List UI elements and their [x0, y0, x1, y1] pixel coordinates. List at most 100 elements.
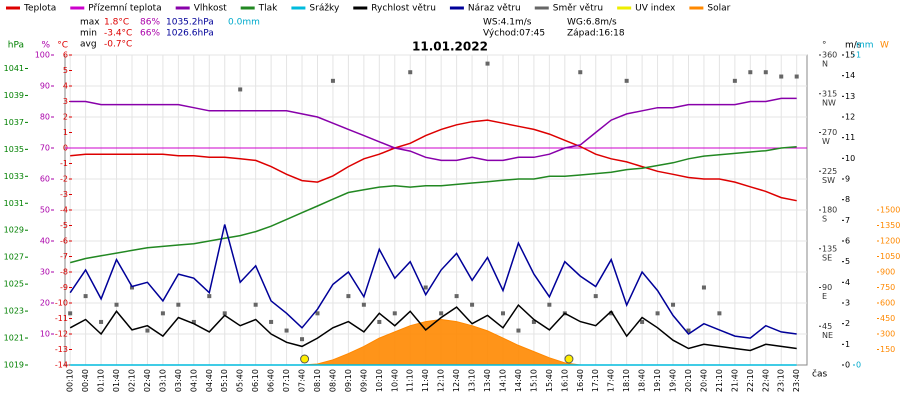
sun-time: 07:45 [519, 29, 545, 39]
x-tick-label: 08:40 [328, 369, 337, 392]
sun-label: Západ: [567, 29, 599, 39]
direction-point [547, 302, 552, 307]
y-tick-label: 60 [40, 175, 50, 184]
y-tick-label: 6 [845, 237, 850, 246]
x-tick-label: 13:10 [468, 369, 477, 392]
wind-stat: WS:4.1m/s [483, 18, 532, 28]
y-tick-label: -11 [55, 314, 68, 323]
y-tick-label: 1 [856, 51, 861, 60]
direction-point [717, 311, 722, 316]
x-tick-label: 20:10 [684, 369, 693, 392]
x-tick-label: 01:40 [112, 369, 121, 392]
direction-point [99, 319, 104, 324]
direction-point [763, 70, 768, 75]
chart-title: 11.01.2022 [412, 40, 488, 54]
compass-label: NW [822, 98, 836, 107]
direction-point [748, 70, 753, 75]
x-tick-label: 11:10 [406, 369, 415, 392]
sun-marker [300, 354, 310, 364]
direction-point [392, 311, 397, 316]
y-tick-label: 1350 [880, 221, 900, 230]
y-tick-label: 50 [40, 206, 50, 215]
x-tick-label: 09:10 [344, 369, 353, 392]
direction-point [779, 74, 784, 79]
y-tick-label: 1 [63, 128, 68, 137]
direction-point [377, 319, 382, 324]
y-tick-label: 40 [40, 237, 50, 246]
x-tick-label: 18:40 [638, 369, 647, 392]
direction-point [671, 302, 676, 307]
y-tick-label: 1050 [880, 252, 900, 261]
y-tick-label: 225 [822, 167, 837, 176]
compass-label: W [822, 137, 830, 146]
x-tick-label: 08:10 [313, 369, 322, 392]
direction-point [454, 294, 459, 299]
stat-value: -3.4°C [104, 29, 132, 39]
y-tick-label: 135 [822, 244, 837, 253]
y-tick-label: -13 [55, 345, 68, 354]
direction-point [701, 285, 706, 290]
y-tick-label: 1035 [4, 145, 24, 154]
legend-label: Tlak [258, 4, 279, 14]
y-tick-label: 360 [822, 51, 837, 60]
y-tick-label: 750 [880, 283, 895, 292]
y-tick-label: 1041 [4, 64, 24, 73]
direction-point [129, 285, 134, 290]
y-tick-label: 9 [845, 175, 850, 184]
x-tick-label: 02:10 [127, 369, 136, 392]
y-tick-label: 1200 [880, 237, 900, 246]
x-tick-label: 10:10 [375, 369, 384, 392]
y-tick-label: 1500 [880, 206, 900, 215]
direction-point [578, 70, 583, 75]
x-tick-label: 04:10 [189, 369, 198, 392]
y-tick-label: 3 [845, 299, 850, 308]
y-tick-label: 1019 [4, 361, 24, 370]
direction-point [439, 311, 444, 316]
direction-point [423, 285, 428, 290]
sun-marker [564, 354, 574, 364]
y-tick-label: 315 [822, 89, 837, 98]
y-tick-label: 13 [845, 92, 855, 101]
series-line [70, 119, 797, 202]
y-tick-label: 1037 [4, 118, 24, 127]
axis-unit: hPa [8, 41, 24, 51]
x-tick-label: 22:10 [746, 369, 755, 392]
y-tick-label: 12 [845, 113, 855, 122]
y-tick-label: 5 [63, 66, 68, 75]
y-tick-label: 1023 [4, 307, 24, 316]
y-tick-label: 70 [40, 144, 50, 153]
y-tick-label: -4 [60, 206, 68, 215]
direction-point [500, 311, 505, 316]
y-tick-label: 0 [856, 361, 861, 370]
direction-point [609, 311, 614, 316]
legend-label: Přízemní teplota [88, 4, 161, 14]
direction-point [732, 78, 737, 83]
stat-value: 1026.6hPa [166, 29, 214, 39]
y-tick-label: -1 [60, 159, 68, 168]
stat-label: max [80, 18, 100, 28]
legend-label: Směr větru [553, 4, 603, 14]
x-tick-label: 18:10 [622, 369, 631, 392]
direction-point [408, 70, 413, 75]
y-tick-label: 14 [845, 71, 855, 80]
stat-value: 66% [140, 29, 160, 39]
direction-point [485, 61, 490, 66]
legend-label: Teplota [23, 4, 56, 14]
x-tick-label: 13:40 [483, 369, 492, 392]
series-line [69, 224, 797, 339]
legend-label: UV index [635, 4, 676, 14]
y-tick-label: 1029 [4, 226, 24, 235]
x-tick-label: 05:10 [220, 369, 229, 392]
x-tick-label: 02:40 [143, 369, 152, 392]
y-tick-label: 4 [845, 278, 850, 287]
compass-label: E [822, 292, 827, 301]
x-tick-label: 03:10 [158, 369, 167, 392]
sun-time: 16:18 [599, 29, 625, 39]
direction-point [300, 337, 305, 342]
y-tick-label: 8 [845, 195, 850, 204]
axis-unit: W [880, 41, 889, 51]
y-tick-label: 300 [880, 330, 895, 339]
direction-point [315, 311, 320, 316]
legend-label: Solar [707, 4, 730, 14]
x-tick-label: 20:40 [699, 369, 708, 392]
